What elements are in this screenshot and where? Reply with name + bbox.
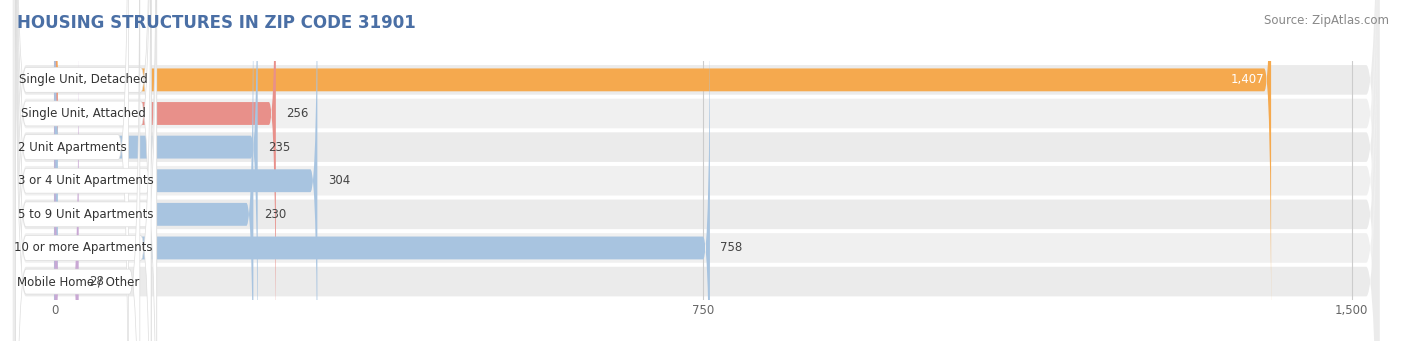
FancyBboxPatch shape [13,0,1379,341]
FancyBboxPatch shape [55,24,79,341]
FancyBboxPatch shape [55,0,318,341]
FancyBboxPatch shape [15,0,156,341]
Text: HOUSING STRUCTURES IN ZIP CODE 31901: HOUSING STRUCTURES IN ZIP CODE 31901 [17,14,416,32]
FancyBboxPatch shape [13,0,1379,341]
FancyBboxPatch shape [13,0,1379,341]
FancyBboxPatch shape [15,0,128,341]
FancyBboxPatch shape [15,0,150,341]
Text: 3 or 4 Unit Apartments: 3 or 4 Unit Apartments [18,174,155,187]
Text: 230: 230 [264,208,285,221]
Text: 256: 256 [287,107,308,120]
Text: 1,407: 1,407 [1230,73,1264,86]
Text: Source: ZipAtlas.com: Source: ZipAtlas.com [1264,14,1389,27]
Text: Single Unit, Attached: Single Unit, Attached [21,107,146,120]
FancyBboxPatch shape [13,0,1379,341]
Text: 235: 235 [269,140,290,153]
FancyBboxPatch shape [13,0,1379,341]
FancyBboxPatch shape [13,0,1379,341]
FancyBboxPatch shape [55,0,276,341]
Text: 304: 304 [328,174,350,187]
Text: 758: 758 [720,241,742,254]
Text: Single Unit, Detached: Single Unit, Detached [18,73,148,86]
Text: 10 or more Apartments: 10 or more Apartments [14,241,153,254]
FancyBboxPatch shape [55,0,253,341]
Text: Mobile Home / Other: Mobile Home / Other [17,275,139,288]
FancyBboxPatch shape [55,0,710,341]
FancyBboxPatch shape [13,0,1379,341]
FancyBboxPatch shape [15,0,150,341]
FancyBboxPatch shape [55,0,257,341]
FancyBboxPatch shape [15,0,150,341]
FancyBboxPatch shape [15,0,156,341]
Text: 28: 28 [89,275,104,288]
Text: 2 Unit Apartments: 2 Unit Apartments [18,140,127,153]
Text: 5 to 9 Unit Apartments: 5 to 9 Unit Apartments [18,208,153,221]
FancyBboxPatch shape [55,0,1271,337]
FancyBboxPatch shape [15,0,139,341]
